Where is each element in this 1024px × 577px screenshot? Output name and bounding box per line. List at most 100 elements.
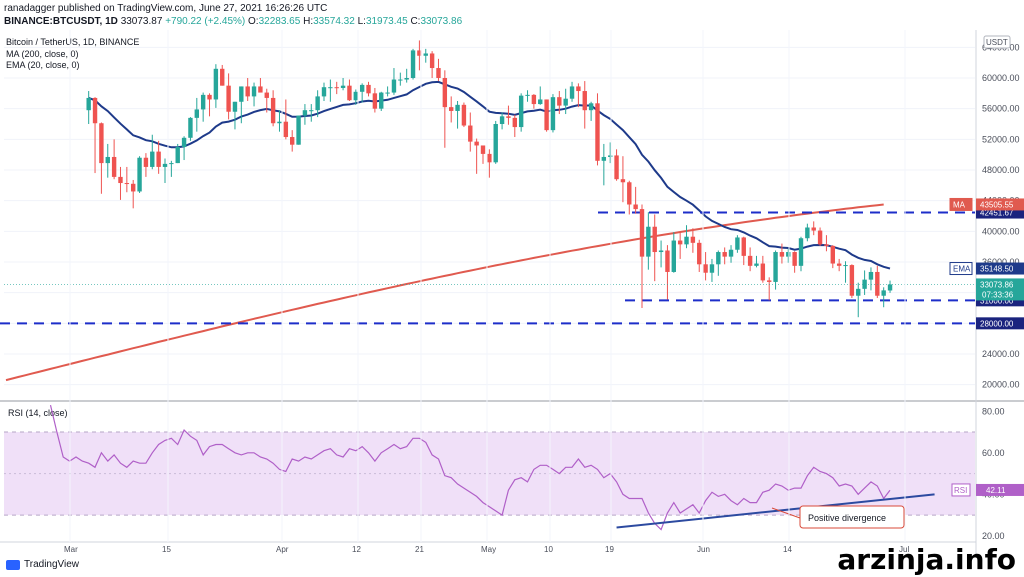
candle-body [321, 87, 327, 97]
price-change: +790.22 (+2.45%) [165, 16, 246, 27]
candle-body [716, 252, 721, 265]
candle-body [677, 240, 683, 245]
ma-200-line [5, 203, 884, 382]
footer: TradingView arzinja.info [0, 543, 1024, 577]
candle-body [608, 155, 613, 157]
candle-body [111, 156, 117, 177]
candle-body [849, 265, 855, 296]
candle-body [881, 290, 886, 296]
candle-body [779, 252, 785, 257]
price-chart[interactable]: 20000.0024000.0028000.0032000.0036000.00… [0, 30, 1024, 555]
candle-body [131, 183, 136, 192]
level-tag [976, 317, 1024, 330]
candle-body [226, 85, 231, 112]
candle-body [722, 252, 727, 257]
last-price-tag [976, 278, 1024, 301]
candle-body [487, 153, 492, 163]
candle-body [544, 99, 549, 131]
candle-body [474, 141, 479, 146]
candle-body [169, 163, 174, 165]
currency-badge [983, 35, 1011, 49]
candle-body [455, 104, 460, 111]
candle-body [646, 226, 651, 257]
chart-title: Bitcoin / TetherUS, 1D, BINANCE [6, 37, 139, 47]
time-tick-label: Jun [697, 545, 710, 554]
candle-body [340, 85, 346, 88]
candle-body [582, 91, 587, 111]
rsi-value-label: 42.11 [986, 486, 1006, 495]
candle-body [868, 271, 874, 280]
candle-body [601, 156, 607, 161]
candle-body [461, 104, 467, 126]
candle-body [836, 263, 842, 266]
candle-body [843, 265, 848, 267]
rsi-name-tag [951, 483, 971, 497]
candle-body [563, 98, 568, 106]
candle-body [741, 237, 746, 256]
time-tick-label: 19 [605, 545, 614, 554]
candle-body [436, 68, 441, 78]
open-value: 32283.65 [258, 16, 301, 27]
candle-body [296, 115, 301, 145]
candle-body [652, 226, 657, 253]
rsi-value-tag [976, 483, 1024, 496]
candle-body [824, 244, 829, 246]
tradingview-logo-icon [6, 559, 20, 570]
candle-body [576, 86, 581, 92]
indicator-name-tag [949, 262, 973, 276]
publish-info: ranadagger published on TradingView.com,… [4, 3, 328, 14]
candle-body [805, 227, 810, 239]
watermark: arzinja.info [837, 543, 1016, 576]
rsi-tick-label: 20.00 [982, 531, 1005, 541]
callout-pointer [771, 507, 801, 519]
price-tick-label: 40000.00 [982, 226, 1020, 236]
candle-body [512, 117, 517, 128]
candle-body [290, 137, 295, 145]
price-tick-label: 36000.00 [982, 257, 1020, 267]
candle-body [588, 103, 594, 111]
time-tick-label: May [481, 545, 496, 554]
low-label: L: [357, 16, 366, 27]
tradingview-logo[interactable]: TradingView [6, 559, 79, 570]
ema-20-line [88, 80, 891, 270]
candle-body [379, 92, 384, 109]
callout-label: Positive divergence [808, 513, 886, 523]
candle-body [251, 86, 257, 97]
candle-body [124, 183, 130, 185]
candle-body [232, 101, 238, 112]
indicator-value-label: 43505.55 [980, 200, 1014, 209]
candle-body [538, 99, 543, 105]
candle-body [811, 227, 816, 231]
candle-body [302, 110, 308, 116]
candle-body [786, 252, 791, 257]
callout-box [799, 505, 905, 529]
candle-body [188, 117, 193, 138]
candle-body [531, 94, 537, 105]
candle-body [239, 86, 244, 102]
close-value: 33073.86 [420, 16, 463, 27]
candle-body [334, 87, 339, 89]
candle-body [391, 79, 397, 93]
candle-body [493, 124, 498, 163]
candle-body [709, 264, 715, 273]
candle-body [728, 249, 734, 257]
candle-body [817, 230, 823, 245]
price-tick-label: 20000.00 [982, 380, 1020, 390]
last-price-label: 33073.86 [980, 280, 1014, 289]
candle-body [353, 91, 358, 101]
currency-label: USDT [986, 38, 1008, 47]
price-tick-label: 52000.00 [982, 134, 1020, 144]
candle-body [856, 288, 861, 296]
indicator-value-label: 35148.50 [980, 265, 1014, 274]
candle-body [595, 103, 600, 161]
candle-body [747, 255, 753, 266]
candle-body [105, 156, 110, 164]
indicator-value-tag [976, 198, 1024, 211]
rsi-line [49, 404, 891, 531]
indicator-name-tag [949, 197, 973, 211]
candle-body [309, 110, 314, 112]
time-tick-label: 12 [352, 545, 361, 554]
price-tick-label: 24000.00 [982, 349, 1020, 359]
indicator-legend: EMA (20, close, 0) [6, 60, 80, 70]
candle-body [658, 250, 664, 253]
